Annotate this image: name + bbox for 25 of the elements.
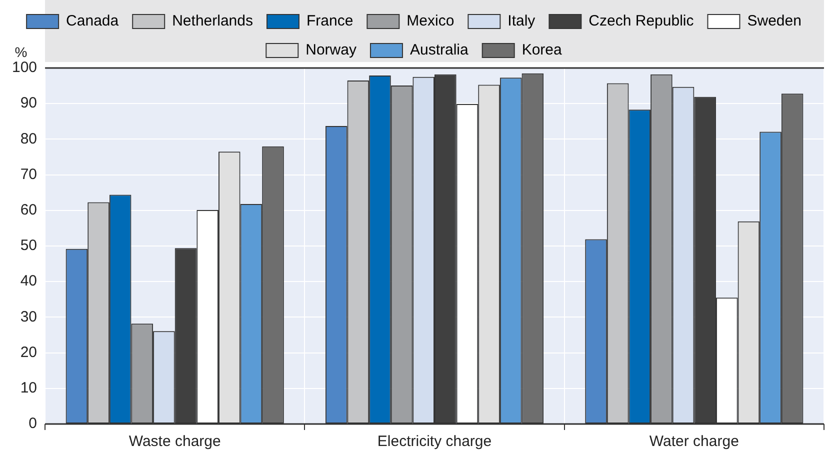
x-tick-label: Waste charge [128,433,221,450]
legend-label: Sweden [747,12,802,30]
y-tick-label: 60 [20,202,38,219]
legend-label: Korea [522,42,563,59]
y-tick-label: 20 [20,344,38,361]
y-tick-label: 10 [20,380,38,397]
y-tick-label: 40 [20,272,38,290]
y-tick-label: 90 [20,94,38,112]
x-tick-label: Water charge [649,433,739,450]
legend-label: Czech Republic [588,12,694,30]
y-tick-label: 30 [20,308,38,326]
legend-label: Norway [306,42,357,59]
legend-label: Mexico [406,12,454,30]
y-axis-title: % [14,44,28,60]
y-tick-label: 80 [20,130,38,148]
legend-label: Australia [410,42,469,59]
y-tick-label: 50 [20,237,38,254]
y-tick-label: 70 [20,166,38,183]
legend-label: Netherlands [172,12,253,30]
legend-label: Italy [508,12,536,30]
legend-label: Canada [66,12,120,30]
x-tick-label: Electricity charge [377,433,492,450]
legend-label: France [306,12,354,30]
y-tick-label: 0 [28,415,38,432]
y-tick-label: 100 [12,59,38,76]
